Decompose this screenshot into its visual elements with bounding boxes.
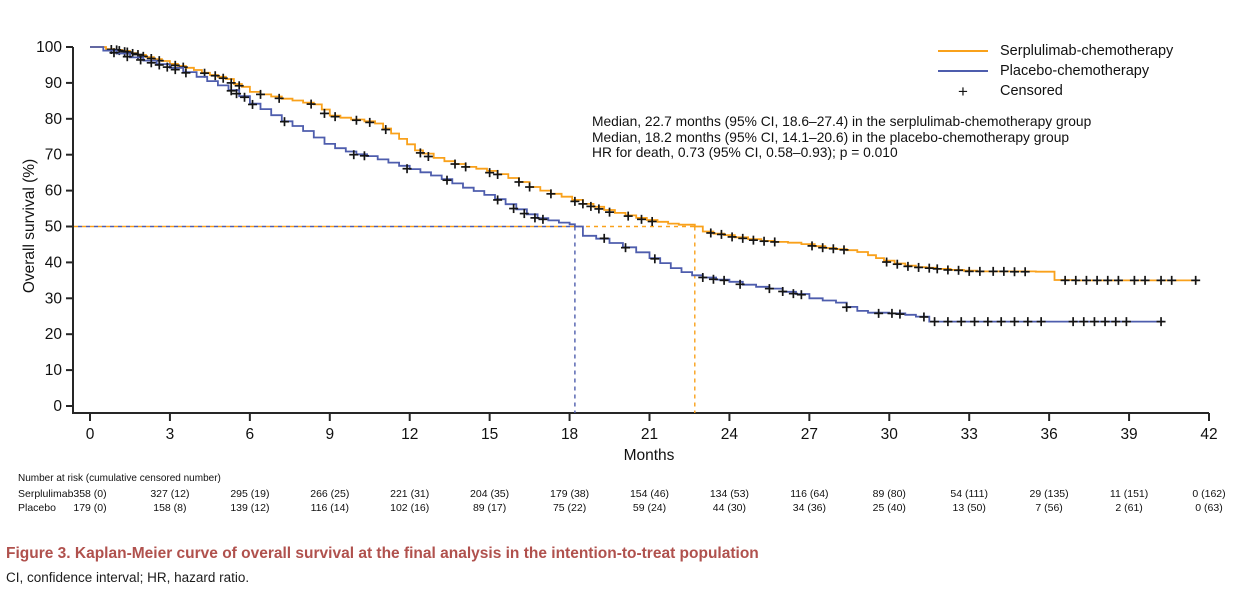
y-tick-label: 70 bbox=[45, 147, 63, 164]
y-tick-label: 50 bbox=[45, 219, 63, 236]
legend-item-placebo: Placebo-chemotherapy bbox=[938, 61, 1173, 81]
risk-value: 89 (80) bbox=[872, 488, 906, 500]
y-tick-label: 10 bbox=[45, 362, 63, 379]
risk-value: 358 (0) bbox=[73, 488, 107, 500]
x-tick-label: 33 bbox=[961, 426, 978, 443]
risk-value: 13 (50) bbox=[952, 502, 986, 514]
risk-value: 0 (162) bbox=[1192, 488, 1226, 500]
hazard-ratio-line: HR for death, 0.73 (95% CI, 0.58–0.93); … bbox=[592, 145, 898, 161]
median-guides bbox=[74, 225, 696, 413]
risk-value: 29 (135) bbox=[1029, 488, 1069, 500]
risk-value: 179 (0) bbox=[73, 502, 107, 514]
risk-value: 179 (38) bbox=[550, 488, 590, 500]
median-line-serplulimab: Median, 22.7 months (95% CI, 18.6–27.4) … bbox=[592, 114, 1092, 129]
x-tick-label: 3 bbox=[166, 426, 175, 443]
x-tick-label: 18 bbox=[561, 426, 578, 443]
risk-value: 11 (151) bbox=[1109, 488, 1149, 500]
x-tick-label: 24 bbox=[721, 426, 739, 443]
risk-value: 75 (22) bbox=[552, 502, 587, 514]
y-tick-label: 60 bbox=[45, 183, 63, 200]
serplulimab-line-swatch-icon bbox=[938, 50, 988, 52]
legend: Serplulimab-chemotherapy Placebo-chemoth… bbox=[938, 41, 1173, 101]
risk-value: 158 (8) bbox=[153, 502, 187, 514]
x-tick-label: 0 bbox=[86, 426, 95, 443]
x-tick-label: 9 bbox=[325, 426, 334, 443]
legend-item-serplulimab: Serplulimab-chemotherapy bbox=[938, 41, 1173, 61]
placebo-line-swatch-icon bbox=[938, 70, 988, 72]
risk-value: 116 (14) bbox=[310, 502, 349, 514]
series-placebo-chemotherapy bbox=[90, 46, 1166, 327]
series-serplulimab-chemotherapy bbox=[90, 45, 1201, 285]
censor-marks-serplulimab-chemotherapy bbox=[106, 45, 1201, 285]
stats-annotation: Median, 22.7 months (95% CI, 18.6–27.4) … bbox=[592, 114, 1091, 161]
risk-value: 54 (111) bbox=[950, 488, 988, 500]
risk-value: 89 (17) bbox=[472, 502, 507, 514]
y-tick-label: 40 bbox=[45, 254, 63, 271]
legend-item-censored: + Censored bbox=[938, 81, 1173, 101]
risk-row-placebo: Placebo 179 (0) 158 (8) 139 (12) 116 (14) 10… bbox=[0, 502, 1237, 514]
risk-value: 139 (12) bbox=[230, 502, 270, 514]
y-tick-label: 20 bbox=[45, 326, 63, 343]
median-line-placebo: Median, 18.2 months (95% CI, 14.1–20.6) … bbox=[592, 129, 1070, 145]
legend-label: Placebo-chemotherapy bbox=[1000, 63, 1150, 79]
risk-value: 25 (40) bbox=[872, 502, 906, 514]
y-tick-label: 100 bbox=[36, 39, 62, 56]
risk-table-header: Number at risk (cumulative censored numb… bbox=[18, 473, 221, 484]
figure-footnote: CI, confidence interval; HR, hazard rati… bbox=[6, 570, 250, 585]
risk-value: 134 (53) bbox=[709, 488, 749, 500]
risk-value: 295 (19) bbox=[230, 488, 270, 500]
x-tick-label: 12 bbox=[401, 426, 418, 443]
risk-value: 266 (25) bbox=[310, 488, 350, 500]
y-tick-label: 30 bbox=[45, 290, 63, 307]
risk-value: 102 (16) bbox=[390, 502, 430, 514]
risk-row-label: Placebo bbox=[18, 502, 56, 514]
x-tick-label: 36 bbox=[1041, 426, 1058, 443]
risk-value: 44 (30) bbox=[712, 502, 747, 514]
y-axis-title: Overall survival (%) bbox=[21, 158, 38, 294]
x-tick-label: 39 bbox=[1120, 426, 1137, 443]
risk-value: 204 (35) bbox=[470, 488, 510, 500]
risk-value: 0 (63) bbox=[1195, 502, 1223, 514]
x-tick-label: 27 bbox=[801, 426, 818, 443]
risk-value: 59 (24) bbox=[632, 502, 667, 514]
censor-marks-placebo-chemotherapy bbox=[109, 48, 1166, 327]
legend-label: Censored bbox=[1000, 83, 1063, 99]
figure-caption: Figure 3. Kaplan-Meier curve of overall … bbox=[6, 545, 759, 562]
censored-plus-icon: + bbox=[958, 81, 968, 101]
y-tick-label: 0 bbox=[53, 398, 62, 415]
x-tick-label: 6 bbox=[246, 426, 255, 443]
risk-value: 2 (61) bbox=[1115, 502, 1143, 514]
x-axis-title: Months bbox=[623, 447, 675, 464]
risk-value: 34 (36) bbox=[792, 502, 827, 514]
risk-value: 7 (56) bbox=[1035, 502, 1063, 514]
y-tick-label: 80 bbox=[45, 111, 63, 128]
risk-value: 221 (31) bbox=[390, 488, 430, 500]
x-tick-label: 42 bbox=[1200, 426, 1217, 443]
x-tick-label: 15 bbox=[481, 426, 498, 443]
risk-row-label: Serplulimab bbox=[18, 488, 74, 500]
legend-label: Serplulimab-chemotherapy bbox=[1000, 43, 1174, 59]
risk-value: 327 (12) bbox=[150, 488, 190, 500]
x-tick-label: 21 bbox=[641, 426, 658, 443]
x-tick-label: 30 bbox=[881, 426, 899, 443]
risk-value: 116 (64) bbox=[790, 488, 829, 500]
y-tick-label: 90 bbox=[45, 75, 63, 92]
risk-row-serplulimab: Serplulimab 358 (0) 327 (12) 295 (19) 266 (… bbox=[0, 488, 1237, 500]
risk-value: 154 (46) bbox=[629, 488, 670, 500]
